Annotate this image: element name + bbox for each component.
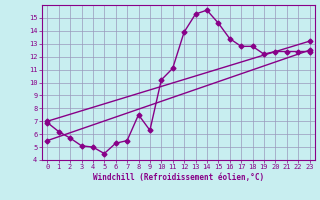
X-axis label: Windchill (Refroidissement éolien,°C): Windchill (Refroidissement éolien,°C) (93, 173, 264, 182)
